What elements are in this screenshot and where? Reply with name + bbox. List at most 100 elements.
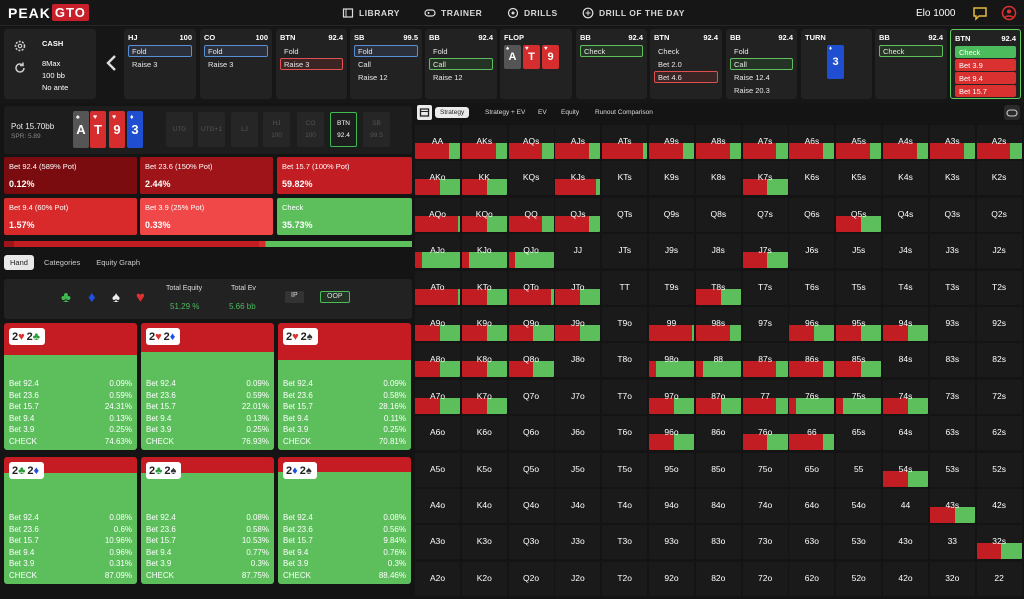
combo-tile[interactable]: 2 ♥ 2 ♦ Bet 92.4 0.09% Bet 23.6 0.59% Bet 15.7 22… <box>141 323 274 450</box>
hand-cell[interactable]: A9o <box>415 307 460 341</box>
hand-cell[interactable]: KJs <box>555 161 601 196</box>
combo-tile[interactable]: 2 ♥ 2 ♣ Bet 92.4 0.09% Bet 23.6 0.59% Bet 15.7 24… <box>4 323 137 450</box>
strategy-action[interactable]: Bet 92.4 (589% Pot) 0.12% <box>4 157 137 194</box>
hand-cell[interactable]: Q3s <box>929 197 975 232</box>
hand-cell[interactable]: A8s <box>695 125 741 159</box>
hand-cell[interactable]: 84o <box>695 489 741 523</box>
hand-cell[interactable]: A2o <box>415 561 460 596</box>
grid-tab-runout-comparison[interactable]: Runout Comparison <box>595 109 653 116</box>
hand-cell[interactable]: 97s <box>742 307 788 341</box>
hand-cell[interactable]: 74s <box>883 379 928 414</box>
action-option[interactable]: Raise 3 <box>132 60 158 69</box>
tab-hand[interactable]: Hand <box>4 255 34 270</box>
hand-cell[interactable]: 93o <box>649 525 694 560</box>
action-option[interactable]: Raise 3 <box>208 60 234 69</box>
seat-sb[interactable]: SB 99.5 <box>363 112 390 147</box>
action-card-bb[interactable]: BB 92.4 Check <box>875 29 947 99</box>
hand-cell[interactable]: Q7o <box>508 379 554 414</box>
hand-cell[interactable]: T6o <box>602 416 648 451</box>
hand-cell[interactable]: J3o <box>555 525 601 560</box>
hand-cell[interactable]: K2o <box>461 561 507 596</box>
hand-cell[interactable]: K3o <box>461 525 507 560</box>
grid-tab-ev[interactable]: EV <box>538 109 547 116</box>
hand-cell[interactable]: QQ <box>508 197 554 232</box>
hand-cell[interactable]: 76o <box>742 416 788 451</box>
hand-cell[interactable]: ATs <box>602 125 648 159</box>
hand-cell[interactable]: 87o <box>695 379 741 414</box>
hand-cell[interactable]: K3s <box>929 161 975 196</box>
hand-cell[interactable]: Q6s <box>789 197 835 232</box>
action-option[interactable]: Check <box>658 47 680 56</box>
action-option[interactable]: Call <box>429 58 493 70</box>
strategy-action[interactable]: Bet 3.9 (25% Pot) 0.33% <box>140 198 273 235</box>
combo-tile[interactable]: 2 ♣ 2 ♦ Bet 92.4 0.08% Bet 23.6 0.6% Bet 15.7 10.… <box>4 457 137 584</box>
layout-toggle-button[interactable] <box>417 105 432 120</box>
hand-cell[interactable]: Q4o <box>508 489 554 523</box>
strategy-action[interactable]: Bet 9.4 (60% Pot) 1.57% <box>4 198 137 235</box>
action-option[interactable]: Fold <box>284 47 299 56</box>
chevron-left-icon[interactable] <box>104 54 120 72</box>
action-option[interactable]: Raise 20.3 <box>734 86 770 95</box>
action-card-btn[interactable]: BTN 92.4 Fold Raise 3 <box>276 29 347 99</box>
hand-cell[interactable]: T8o <box>602 343 648 378</box>
suit-filter-icon[interactable]: ♦ <box>88 289 96 306</box>
hand-cell[interactable]: 62o <box>789 561 835 596</box>
strategy-action[interactable]: Bet 15.7 (100% Pot) 59.82% <box>277 157 412 194</box>
hand-cell[interactable]: A5s <box>836 125 882 159</box>
hand-cell[interactable]: KJo <box>461 234 507 269</box>
hand-cell[interactable]: 72s <box>976 379 1022 414</box>
hand-cell[interactable]: K7o <box>461 379 507 414</box>
action-card-co[interactable]: CO 100 Fold Raise 3 <box>200 29 272 99</box>
chat-icon[interactable] <box>972 5 988 21</box>
action-card-btn[interactable]: BTN 92.4 Check Bet 2.0 Bet 4.6 <box>650 29 722 99</box>
hand-cell[interactable]: 63o <box>789 525 835 560</box>
hand-cell[interactable]: A8o <box>415 343 460 378</box>
hand-cell[interactable]: T4s <box>883 270 928 305</box>
hand-cell[interactable]: 42o <box>883 561 928 596</box>
hand-cell[interactable]: 55 <box>836 452 882 487</box>
grid-tab-strategy[interactable]: Strategy <box>435 107 470 118</box>
grid-tab-strategy-ev[interactable]: Strategy + EV <box>485 109 526 116</box>
hand-cell[interactable]: AQo <box>415 197 460 232</box>
strategy-action[interactable]: Check 35.73% <box>277 198 412 235</box>
hand-cell[interactable]: J6o <box>555 416 601 451</box>
hand-cell[interactable]: 75s <box>836 379 882 414</box>
hand-cell[interactable]: 98s <box>695 307 741 341</box>
hand-cell[interactable]: 86s <box>789 343 835 378</box>
hand-cell[interactable]: A4o <box>415 489 460 523</box>
hand-cell[interactable]: 42s <box>976 489 1022 523</box>
hand-cell[interactable]: 96s <box>789 307 835 341</box>
hand-cell[interactable]: AKs <box>461 125 507 159</box>
action-card-hj[interactable]: HJ 100 Fold Raise 3 <box>124 29 196 99</box>
hand-cell[interactable]: 85s <box>836 343 882 378</box>
ip-toggle[interactable]: IP <box>285 291 304 303</box>
hand-cell[interactable]: AKo <box>415 161 460 196</box>
hand-cell[interactable]: 32s <box>976 525 1022 560</box>
hand-cell[interactable]: T2o <box>602 561 648 596</box>
combo-tile[interactable]: 2 ♣ 2 ♠ Bet 92.4 0.08% Bet 23.6 0.58% Bet 15.7 10… <box>141 457 274 584</box>
hand-cell[interactable]: 33 <box>929 525 975 560</box>
hand-cell[interactable]: K8s <box>695 161 741 196</box>
hand-cell[interactable]: 73s <box>929 379 975 414</box>
hand-cell[interactable]: 65s <box>836 416 882 451</box>
hand-cell[interactable]: A9s <box>649 125 694 159</box>
hand-cell[interactable]: J3s <box>929 234 975 269</box>
seat-hj[interactable]: HJ 100 <box>263 112 290 147</box>
hand-cell[interactable]: 92o <box>649 561 694 596</box>
hand-cell[interactable]: K4s <box>883 161 928 196</box>
action-card-turn[interactable]: TURN ♦ 3 <box>801 29 872 99</box>
hand-cell[interactable]: T3s <box>929 270 975 305</box>
hand-cell[interactable]: AQs <box>508 125 554 159</box>
seat-utg[interactable]: UTG <box>166 112 193 147</box>
hand-cell[interactable]: K5o <box>461 452 507 487</box>
hand-cell[interactable]: A5o <box>415 452 460 487</box>
hand-cell[interactable]: 54s <box>883 452 928 487</box>
hand-cell[interactable]: 66 <box>789 416 835 451</box>
action-option[interactable]: Fold <box>128 45 192 57</box>
hand-cell[interactable]: A3s <box>929 125 975 159</box>
hand-cell[interactable]: JJ <box>555 234 601 269</box>
hand-cell[interactable]: Q4s <box>883 197 928 232</box>
hand-cell[interactable]: 83o <box>695 525 741 560</box>
hand-cell[interactable]: 52o <box>836 561 882 596</box>
hand-cell[interactable]: KQo <box>461 197 507 232</box>
